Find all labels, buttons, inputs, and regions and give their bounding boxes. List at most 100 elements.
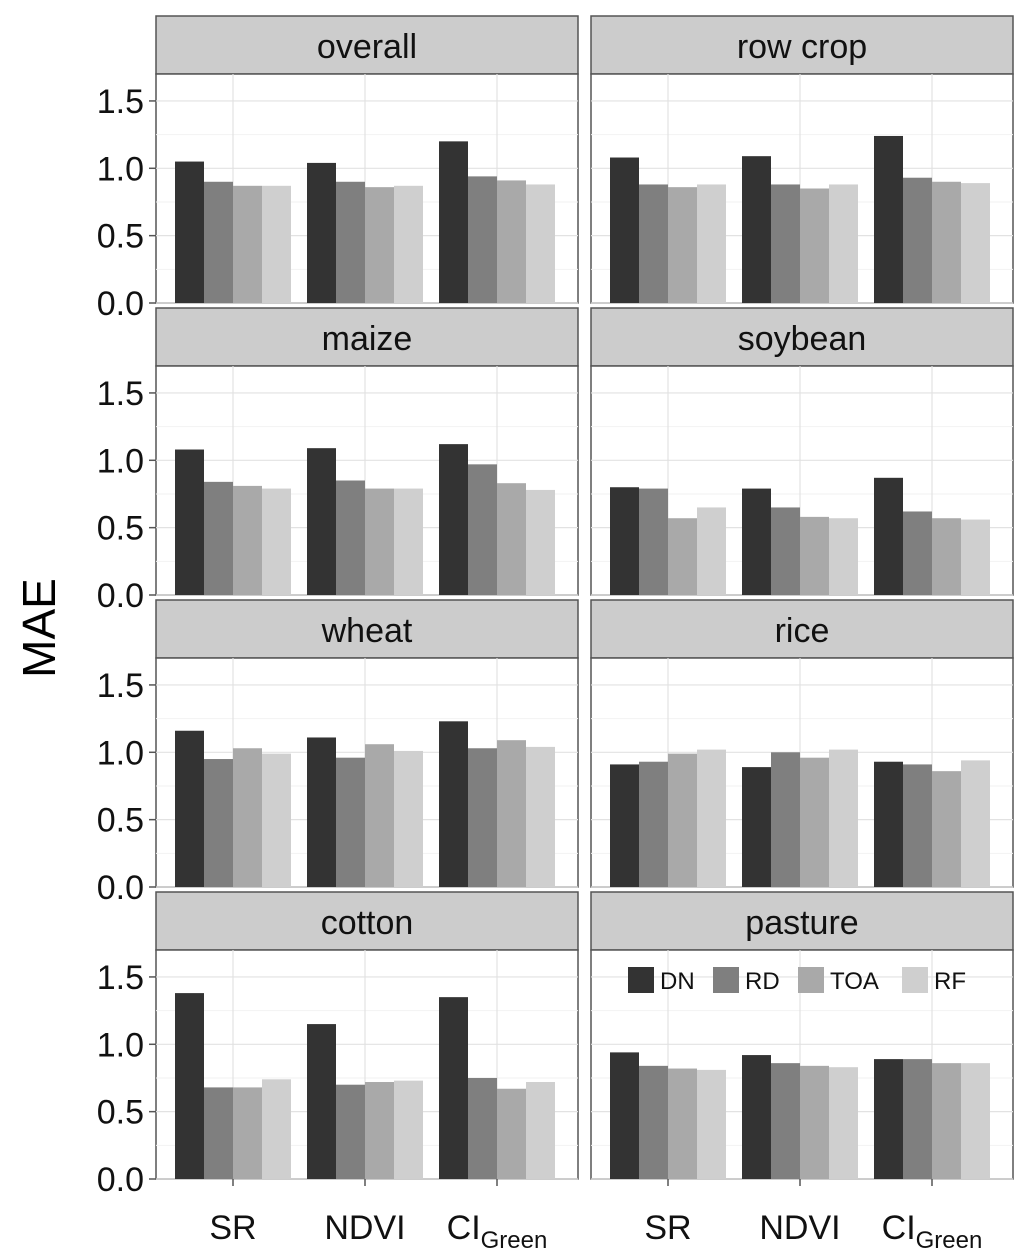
legend-label-rd: RD (745, 968, 780, 995)
bar-rd-ndvi (771, 752, 800, 887)
y-tick-label: 1.0 (97, 734, 144, 772)
bar-rf-cigreen (526, 184, 555, 303)
bar-rf-sr (262, 753, 291, 887)
bar-rd-ndvi (336, 480, 365, 595)
y-tick-label: 0.5 (97, 802, 144, 840)
bar-dn-cigreen (439, 141, 468, 303)
bar-dn-cigreen (874, 477, 903, 595)
bar-toa-ndvi (365, 187, 394, 303)
bar-toa-sr (233, 748, 262, 887)
bar-dn-sr (175, 993, 204, 1179)
bar-rd-sr (639, 761, 668, 887)
x-tick-label: CIGreen (882, 1209, 983, 1251)
bar-rd-sr (204, 1087, 233, 1179)
panel-title: cotton (321, 904, 414, 942)
bar-rf-sr (262, 1079, 291, 1179)
bar-rf-ndvi (394, 1080, 423, 1179)
bar-dn-sr (175, 449, 204, 595)
bar-rf-cigreen (526, 489, 555, 595)
bar-rf-cigreen (961, 1063, 990, 1179)
bar-rf-cigreen (526, 746, 555, 887)
x-tick-label: NDVI (324, 1209, 405, 1247)
bars (610, 477, 990, 595)
x-tick-label: SR (644, 1209, 691, 1247)
bar-toa-cigreen (932, 771, 961, 887)
y-tick-label: 1.0 (97, 1026, 144, 1064)
x-tick-label-main: CI (447, 1209, 481, 1247)
bar-dn-sr (175, 161, 204, 303)
legend: DN RD TOA RF (628, 967, 966, 995)
bar-rf-sr (697, 749, 726, 887)
y-tick-label: 0.0 (97, 285, 144, 323)
bar-rf-sr (697, 507, 726, 595)
bar-rf-sr (697, 184, 726, 303)
y-tick-label: 1.0 (97, 150, 144, 188)
bar-dn-cigreen (439, 997, 468, 1179)
panel-title: maize (322, 320, 413, 358)
y-axes: 0.0 0.5 1.0 1.5 0.0 0.5 1.0 1.5 0.0 0.5 1.0 1.5 0.0 0… (97, 83, 156, 1199)
panel-rice: rice (590, 599, 1014, 888)
x-tick-label: NDVI (759, 1209, 840, 1247)
legend-label-toa: TOA (830, 968, 879, 995)
x-tick-label-main: SR (644, 1209, 691, 1247)
bar-rd-cigreen (468, 748, 497, 887)
panel-strip (155, 15, 579, 75)
bar-toa-ndvi (800, 188, 829, 303)
bar-toa-sr (668, 1068, 697, 1179)
panel-title: wheat (321, 612, 413, 650)
bar-rf-ndvi (829, 749, 858, 887)
bar-rf-sr (262, 185, 291, 303)
bar-rd-ndvi (336, 757, 365, 887)
panel-pasture: pasture (590, 891, 1014, 1180)
bar-rf-ndvi (394, 185, 423, 303)
y-tick-label: 1.0 (97, 442, 144, 480)
bar-dn-sr (610, 764, 639, 887)
bars (610, 749, 990, 887)
y-tick-label: 0.5 (97, 1094, 144, 1132)
x-tick-label-main: NDVI (324, 1209, 405, 1247)
panels: overall row crop maize soybean wheat rice cott… (155, 15, 1014, 1180)
x-axes: SR NDVI CIGreen SR NDVI CIGreen (209, 1179, 982, 1251)
bar-rd-cigreen (468, 176, 497, 303)
panel-maize: maize (155, 307, 579, 596)
bar-rf-ndvi (829, 1067, 858, 1179)
bar-rf-ndvi (829, 184, 858, 303)
bar-dn-sr (610, 157, 639, 303)
bars (610, 135, 990, 303)
bar-toa-cigreen (497, 740, 526, 887)
x-tick-label: SR (209, 1209, 256, 1247)
bar-rd-sr (204, 759, 233, 887)
bar-rf-cigreen (961, 760, 990, 887)
panel-title: overall (317, 28, 417, 66)
y-tick-label: 0.0 (97, 869, 144, 907)
y-tick-label: 0.5 (97, 510, 144, 548)
bar-dn-ndvi (307, 162, 336, 303)
bar-dn-ndvi (307, 1024, 336, 1179)
bar-rf-cigreen (961, 519, 990, 595)
y-tick-label: 0.0 (97, 1161, 144, 1199)
bar-dn-cigreen (439, 721, 468, 887)
bar-dn-ndvi (307, 737, 336, 887)
x-tick-label-main: CI (882, 1209, 916, 1247)
bar-rf-sr (262, 488, 291, 595)
bar-dn-sr (610, 1052, 639, 1179)
y-tick-label: 1.5 (97, 375, 144, 413)
bar-rf-ndvi (394, 750, 423, 887)
y-tick-label: 1.5 (97, 667, 144, 705)
bar-rd-cigreen (903, 177, 932, 303)
panel-strip (155, 599, 579, 659)
bar-dn-ndvi (307, 448, 336, 595)
legend-label-dn: DN (660, 968, 695, 995)
bar-rf-cigreen (526, 1082, 555, 1179)
bar-dn-ndvi (742, 767, 771, 887)
bar-toa-sr (668, 518, 697, 595)
bar-dn-ndvi (742, 1055, 771, 1179)
bars (175, 993, 555, 1179)
x-tick-label: CIGreen (447, 1209, 548, 1251)
bar-toa-cigreen (497, 180, 526, 303)
bar-rd-cigreen (903, 1059, 932, 1179)
bar-dn-cigreen (874, 135, 903, 303)
panel-row-crop: row crop (590, 15, 1014, 304)
bar-rd-cigreen (468, 464, 497, 595)
bar-rf-ndvi (394, 488, 423, 595)
